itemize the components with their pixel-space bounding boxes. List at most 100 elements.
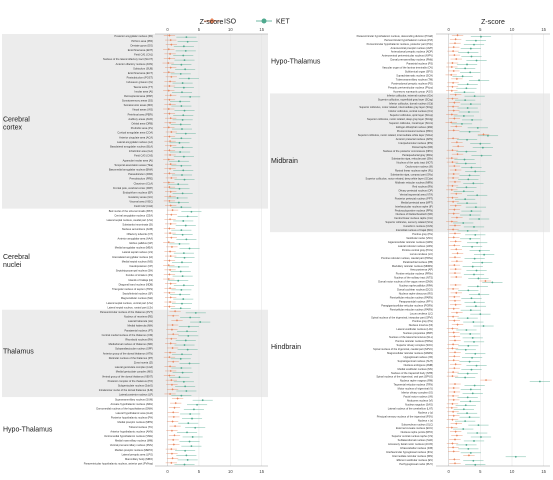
row-label: Rhomboid nucleus (RH) [125,338,153,342]
ket-point [180,367,183,369]
row-label: Nucleus of the solitary tract (NTS) [394,276,433,280]
row-label: Inferior colliculus, dorsal nucleus (ICd… [389,101,433,105]
row-label: Posterodorsal preoptic nucleus (PD) [391,81,433,85]
ket-point [464,99,467,102]
iso-point [455,260,458,263]
iso-point [173,310,177,313]
iso-point [455,422,458,425]
row-label: Somatomotor areas (MO) [124,103,154,107]
ket-point [469,451,472,454]
iso-point [172,314,175,317]
legend-ket-marker [261,18,267,24]
iso-point [172,411,175,414]
iso-point [169,94,172,97]
iso-point [168,351,172,354]
row-label: Superior colliculus, motor related, inte… [359,105,433,109]
group-label-word: nuclei [3,262,22,269]
ket-point [178,141,181,144]
tick-top-0: 0 [447,27,450,32]
iso-point [454,240,457,243]
iso-point [454,363,457,366]
ket-point [179,293,182,296]
ket-point [181,353,183,356]
row-label: Medial geniculate complex (MG) [116,370,153,374]
ket-point [181,261,183,264]
row-label: Locus ceruleus (LC) [410,311,433,315]
ket-point [469,71,472,74]
iso-point [168,135,171,138]
row-label: Paraventricular hypothalamic nucleus, an… [84,462,153,466]
iso-point [452,446,455,449]
ket-point [464,162,467,165]
row-label: Principal sensory nucleus of the trigemi… [377,414,433,418]
ket-point [179,123,182,126]
ket-point [462,222,465,224]
row-label: Periventricular hypothalamic nucleus (PV… [384,38,433,42]
iso-point [168,103,172,106]
row-label: Anteroventral preoptic nucleus (AVP) [391,46,434,50]
iso-point [453,101,456,104]
iso-point [171,209,174,212]
row-label: Area postrema (AP) [410,268,433,272]
iso-point [173,434,176,437]
iso-point [170,176,173,180]
ket-point [189,413,192,415]
row-label: Field CA1 (CA1) [134,53,153,57]
ket-point [185,454,188,457]
iso-point [453,256,457,259]
iso-point [168,305,171,308]
ket-point [179,100,182,103]
row-label: Superior colliculus, motor related, deep… [367,117,433,121]
row-label: Nucleus of the posterior commissure (NPC… [383,149,433,153]
iso-point [453,232,457,235]
ket-point [473,301,476,304]
ket-point [470,297,473,300]
ket-point [474,352,477,355]
row-label: Pontine reticular nucleus (PRNr) [396,272,433,276]
row-label: Magnocellular reticular nucleus (MARN) [387,351,433,355]
ket-point [186,459,189,461]
iso-point [169,342,172,345]
iso-point [452,414,455,417]
ket-point [473,226,475,228]
ket-point [193,408,195,411]
iso-point [454,268,457,271]
row-label: Median preoptic nucleus (MEPO) [115,448,153,452]
row-label: Posterior pretectal nucleus (PPT) [395,196,433,200]
ket-point [189,316,192,319]
ket-point [465,329,468,331]
ket-point [183,109,186,112]
ket-point [472,459,475,462]
ket-point [194,426,197,429]
ket-point [473,95,476,98]
ket-point [186,215,189,218]
row-label: Medial preoptic nucleus (MPN) [118,420,154,424]
ket-point [181,82,184,84]
iso-point [456,34,459,37]
row-label: Cuneiform nucleus (CUN) [403,224,433,228]
row-label: Dorsomedial nucleus of the hypothalamus … [96,406,153,410]
row-label: Supratrigeminal nucleus (SUT) [398,359,434,363]
iso-point [452,287,455,291]
row-label: Pontine gray (PG) [412,232,433,236]
iso-point [167,126,170,129]
iso-point [168,172,171,175]
group-label-cerebral-cortex: Cerebral cortex [3,116,30,131]
row-label: Lateral septal nucleus, ventral part (LS… [106,301,153,305]
ket-point [469,237,472,240]
iso-point [170,461,173,464]
iso-point [452,398,455,401]
ket-point [190,210,193,213]
ket-point [472,182,475,185]
row-label: Medial amygdalar nucleus (MEA) [115,246,153,250]
ket-point [186,330,188,333]
iso-point [451,149,454,152]
ket-point [177,201,180,204]
ket-point [184,132,187,135]
ket-point [476,285,479,288]
iso-point [168,268,172,271]
row-label: Paraventricular hypothalamic nucleus, de… [357,34,434,38]
iso-point [173,406,176,409]
iso-point [454,430,457,433]
